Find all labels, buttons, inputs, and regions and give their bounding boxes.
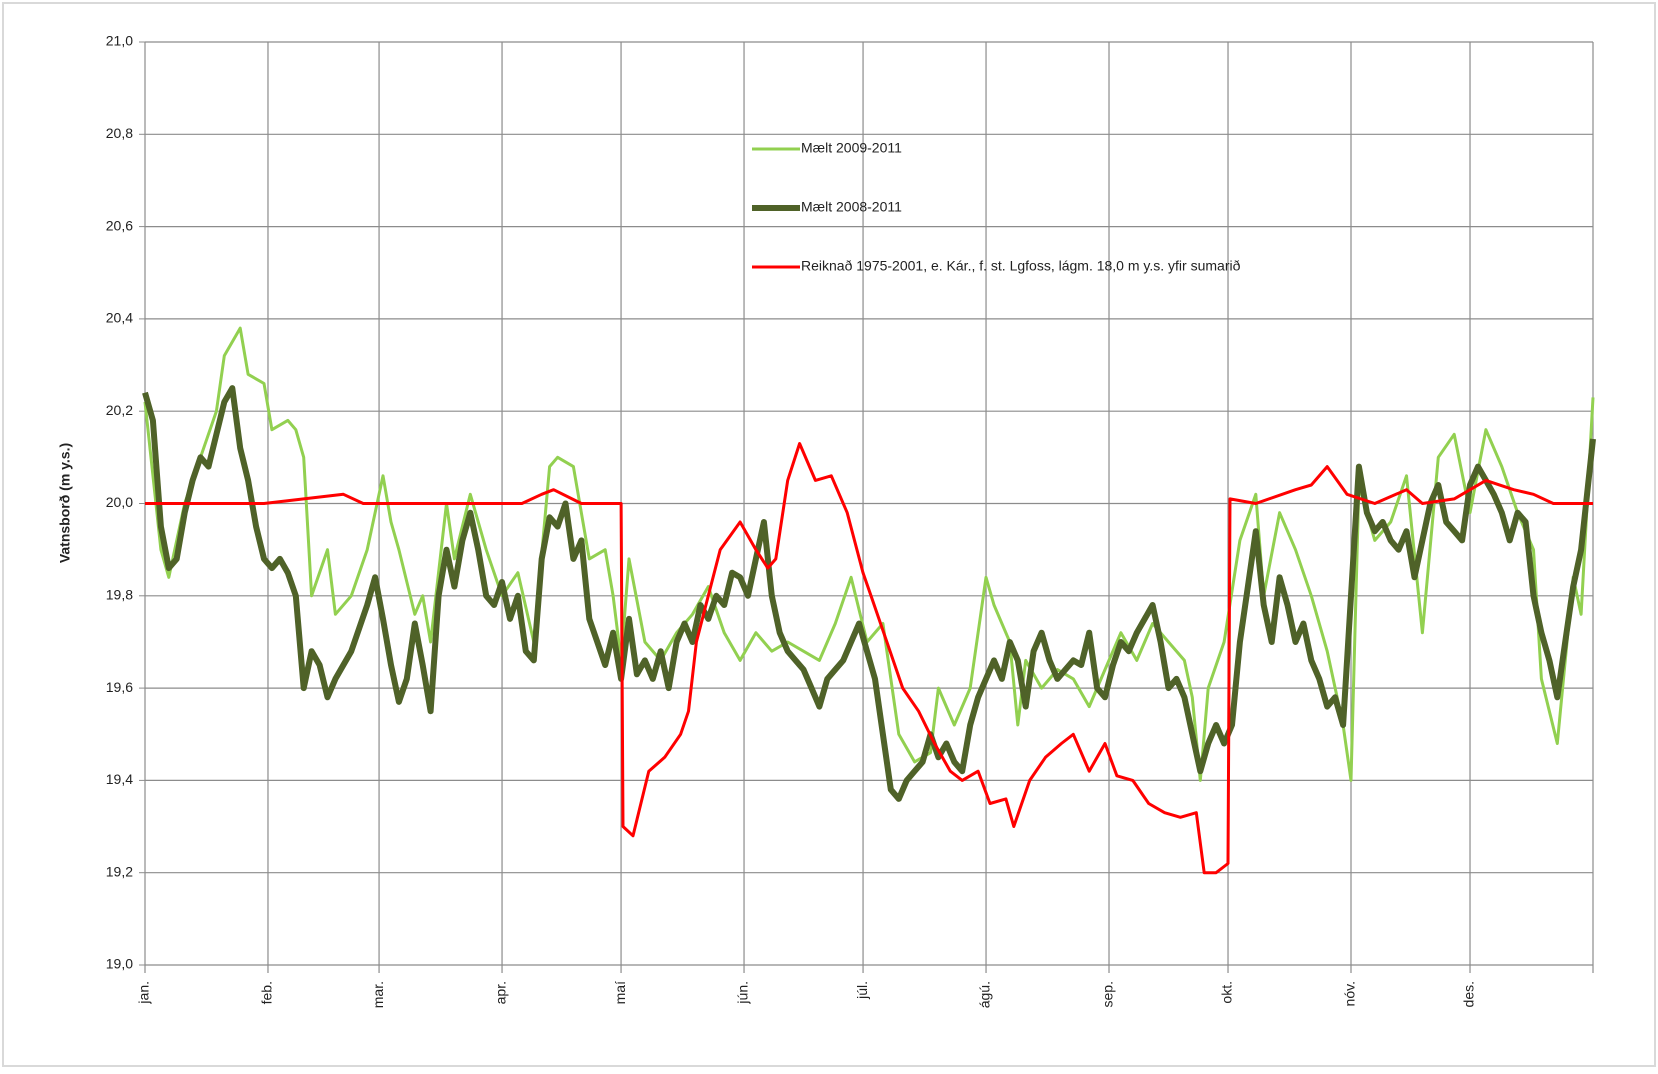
legend-label: Mælt 2008-2011 (801, 199, 902, 215)
y-tick-label: 19,0 (106, 956, 133, 972)
x-tick-label: apr. (493, 981, 509, 1004)
y-tick-label: 20,8 (106, 125, 133, 141)
x-tick-label: ágú. (977, 981, 993, 1008)
x-tick-label: des. (1461, 981, 1477, 1007)
x-tick-label: jan. (136, 981, 152, 1005)
y-tick-label: 20,0 (106, 494, 133, 510)
y-tick-label: 19,4 (106, 771, 133, 787)
y-tick-label: 21,0 (106, 33, 133, 49)
y-tick-label: 20,2 (106, 402, 133, 418)
x-tick-label: nóv. (1342, 981, 1358, 1006)
y-tick-label: 19,6 (106, 679, 133, 695)
legend-label: Mælt 2009-2011 (801, 140, 902, 156)
y-tick-label: 20,6 (106, 217, 133, 233)
legend-label: Reiknað 1975-2001, e. Kár., f. st. Lgfos… (801, 258, 1241, 274)
x-tick-label: mar. (370, 981, 386, 1008)
x-tick-label: okt. (1219, 981, 1235, 1004)
y-tick-label: 19,2 (106, 863, 133, 879)
y-axis-label: Vatnsborð (m y.s.) (57, 443, 73, 563)
x-tick-label: maí (612, 981, 628, 1004)
x-tick-label: júl. (854, 981, 870, 1000)
line-series (145, 442, 1593, 875)
y-tick-label: 20,4 (106, 310, 133, 326)
y-tick-label: 19,8 (106, 587, 133, 603)
x-tick-label: sep. (1100, 981, 1116, 1007)
x-tick-label: feb. (259, 981, 275, 1004)
line-series (143, 326, 1595, 782)
x-tick-label: jún. (735, 981, 751, 1005)
line-series (142, 385, 1596, 802)
